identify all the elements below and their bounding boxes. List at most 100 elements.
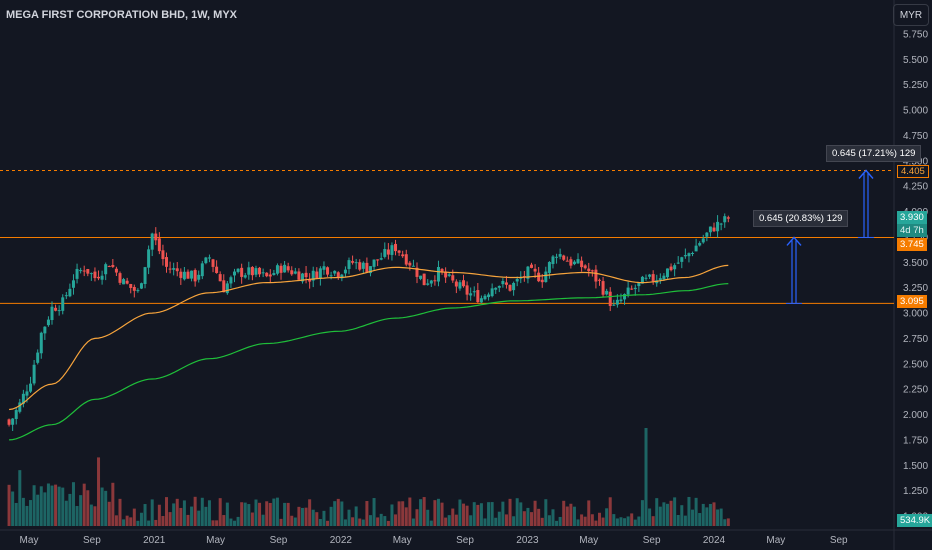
candle-body [687, 253, 691, 257]
volume-bar [415, 509, 419, 526]
candle-body [390, 245, 394, 255]
x-tick-label: May [579, 535, 598, 546]
candle-body [694, 245, 698, 252]
volume-bar [383, 516, 387, 526]
volume-bar [601, 517, 605, 526]
volume-bar [86, 490, 90, 526]
volume-bar [43, 492, 47, 526]
candle-body [648, 274, 652, 277]
volume-bar [705, 507, 709, 526]
volume-bar [429, 520, 433, 526]
y-tick-label: 1.750 [903, 435, 928, 446]
volume-bar [297, 506, 301, 526]
measure-label-lower: 0.645 (20.83%) 129 [753, 210, 849, 227]
currency-button[interactable]: MYR [893, 4, 929, 26]
volume-bar [444, 517, 448, 526]
x-tick-label: Sep [83, 535, 101, 546]
candle-body [501, 281, 505, 285]
volume-bar [397, 501, 401, 526]
volume-bar [469, 515, 473, 526]
candle-body [372, 259, 376, 267]
volume-bar [698, 513, 702, 526]
candle-body [322, 266, 326, 270]
volume-bar [408, 497, 412, 526]
volume-bar [633, 519, 637, 526]
candle-body [168, 268, 172, 270]
volume-bar [361, 519, 365, 526]
measure-label-upper: 0.645 (17.21%) 129 [826, 145, 922, 162]
candle-body [397, 250, 401, 253]
volume-bar [18, 470, 22, 526]
volume-bar [132, 508, 136, 526]
volume-bar [354, 506, 358, 526]
volume-bar [304, 507, 308, 526]
candle-body [172, 268, 176, 270]
volume-bar [612, 514, 616, 526]
volume-bar [483, 518, 487, 526]
candle-body [229, 277, 233, 284]
candle-body [297, 271, 301, 280]
candle-body [544, 271, 548, 283]
candle-body [258, 267, 262, 275]
volume-bar [315, 512, 319, 526]
volume-bar [673, 497, 677, 526]
candle-body [379, 258, 383, 260]
candle-body [436, 266, 440, 282]
candle-body [315, 271, 319, 279]
volume-bar [7, 484, 11, 526]
volume-bar [562, 500, 566, 526]
candle-body [293, 271, 297, 274]
candle-body [100, 275, 104, 280]
candle-body [469, 293, 473, 296]
volume-bar [233, 520, 236, 526]
volume-bar [555, 520, 559, 526]
candle-body [515, 278, 519, 282]
volume-bar [168, 512, 172, 526]
volume-bar [576, 519, 580, 526]
volume-bar [626, 516, 630, 526]
volume-bar [386, 520, 390, 526]
y-tick-label: 2.500 [903, 359, 928, 370]
volume-bar [107, 501, 111, 526]
measure-arrow-head [786, 236, 802, 246]
candle-body [347, 260, 351, 269]
volume-bar [694, 497, 698, 526]
volume-bar [394, 514, 398, 526]
candle-body [186, 271, 190, 279]
volume-bar [544, 499, 548, 526]
candle-body [662, 275, 666, 280]
volume-bar [75, 506, 79, 526]
candle-body [626, 287, 630, 295]
x-tick-label: May [206, 535, 225, 546]
volume-bar [530, 512, 534, 526]
volume-bar [240, 502, 244, 526]
candle-body [343, 269, 347, 274]
candle-body [361, 262, 365, 269]
price-tag-last: 3.930 [897, 211, 927, 224]
volume-bar [501, 501, 505, 526]
volume-bar [651, 516, 655, 526]
candle-body [537, 272, 541, 282]
volume-bar [308, 499, 312, 526]
candle-body [300, 273, 304, 282]
candle-body [64, 295, 68, 297]
volume-bar [243, 502, 247, 526]
candle-body [197, 274, 201, 280]
candle-body [290, 270, 294, 275]
candle-body [565, 260, 569, 262]
volume-bar [615, 518, 619, 526]
volume-bar [433, 500, 437, 526]
x-tick-label: May [20, 535, 39, 546]
symbol-title[interactable]: MEGA FIRST CORPORATION BHD, 1W, MYX [6, 9, 238, 21]
candle-body [39, 332, 43, 354]
x-tick-label: 2022 [330, 535, 353, 546]
volume-bar [143, 504, 147, 526]
candle-body [50, 306, 54, 321]
volume-bar [14, 502, 18, 526]
volume-bar [283, 502, 287, 526]
candle-body [272, 273, 276, 276]
candle-body [129, 283, 133, 288]
candle-body [404, 254, 408, 265]
y-tick-label: 1.250 [903, 486, 928, 497]
